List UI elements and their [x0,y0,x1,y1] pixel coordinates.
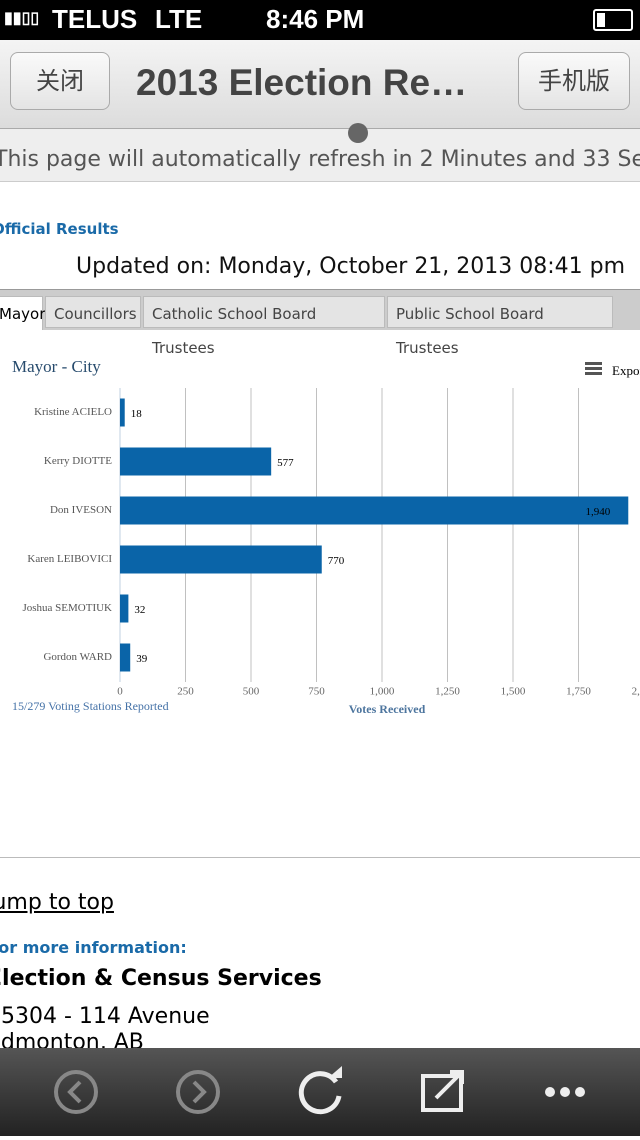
value-label: 32 [134,604,145,616]
x-tick-label: 2,000 [632,686,640,698]
reload-button[interactable] [298,1071,342,1115]
value-label: 18 [131,408,143,420]
export-label[interactable]: Export [612,363,640,378]
credits: 15/279 Voting Stations Reported [12,699,169,713]
x-tick-label: 1,000 [370,686,395,698]
chart: Mayor - City Export 15/279 Voting Statio… [12,357,640,716]
value-label: 39 [136,653,148,665]
close-button[interactable]: 关闭 [10,52,110,110]
signal: ▮▮▯▯ [4,10,40,27]
clock-icon [348,123,368,143]
divider [0,857,640,858]
y-tick-label: Don IVESON [50,504,112,516]
bar [120,545,322,574]
bar [120,496,629,525]
y-tick-label: Joshua SEMOTIUK [22,602,112,614]
carrier: TELUS [52,4,138,34]
refresh-notice: This page will automatically refresh in … [0,147,640,172]
status-bar: ▮▮▯▯ TELUS LTE 8:46 PM [0,0,640,40]
value-label: 577 [277,457,294,469]
jump-link[interactable]: Jump to top [0,890,114,915]
export-icon[interactable] [585,362,602,375]
more-button[interactable] [545,1087,585,1097]
bar [120,594,129,623]
x-tick-label: 0 [117,686,123,698]
x-tick-label: 750 [308,686,325,698]
y-tick-label: Kerry DIOTTE [44,455,112,467]
network: LTE [155,4,203,34]
updated: Updated on: Monday, October 21, 2013 08:… [76,254,626,279]
x-tick-label: 1,750 [566,686,591,698]
nav-title: 2013 Election Re… [136,62,468,103]
battery [593,9,633,31]
tab[interactable]: Councillors [45,296,141,328]
bar [120,643,131,672]
mobile-button[interactable]: 手机版 [518,52,630,110]
y-tick-label: Karen LEIBOVICI [27,553,112,565]
x-tick-label: 500 [243,686,260,698]
address: 15304 - 114 Avenue [0,1004,210,1029]
tab[interactable]: Catholic School Board Trustees [143,296,385,357]
tab[interactable]: Mayor [0,296,45,330]
bar [120,398,125,427]
toolbar-icons [54,1066,585,1115]
x-tick-label: 1,500 [501,686,526,698]
x-tick-label: 250 [177,686,194,698]
tab[interactable]: Public School Board Trustees [387,296,613,357]
section-title: Official Results [0,220,119,238]
forward-button[interactable] [176,1070,220,1114]
share-button[interactable] [421,1074,463,1112]
value-label: 1,940 [586,506,611,518]
y-tick-label: Gordon WARD [43,651,112,663]
x-axis-title: Votes Received [349,702,426,716]
bar [120,447,272,476]
refresh-bar: This page will automatically refresh in … [0,123,640,182]
back-button[interactable] [54,1070,98,1114]
toolbar [0,1048,640,1136]
more-info: For more information: [0,938,187,957]
org: Election & Census Services [0,966,322,991]
chart-title: Mayor - City [12,357,101,376]
nav-bar: 关闭 2013 Election Re… 手机版 [0,40,640,129]
time: 8:46 PM [266,4,365,34]
y-tick-label: Kristine ACIELO [34,406,112,418]
value-label: 770 [328,555,345,567]
x-tick-label: 1,250 [435,686,460,698]
